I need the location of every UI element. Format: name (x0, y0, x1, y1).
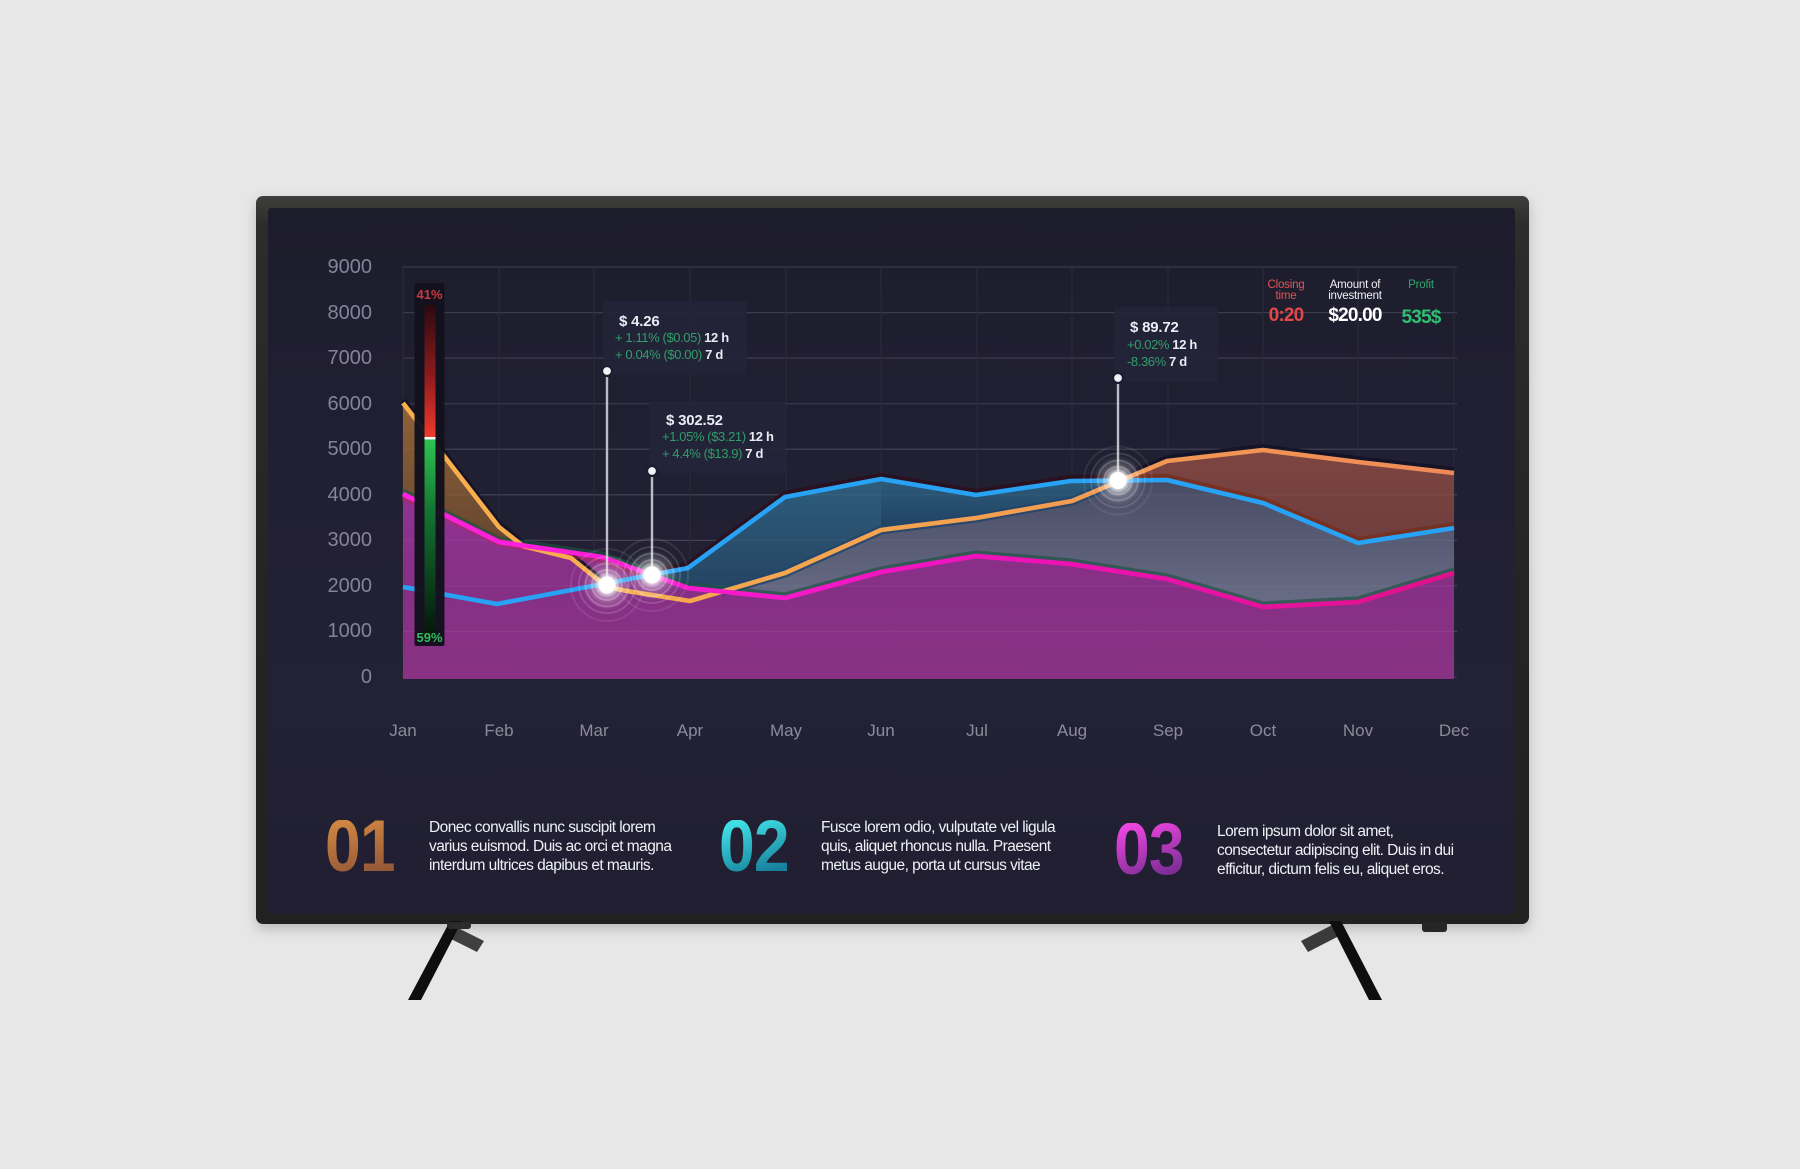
svg-text:41%: 41% (416, 287, 442, 302)
svg-text:59%: 59% (416, 630, 442, 645)
